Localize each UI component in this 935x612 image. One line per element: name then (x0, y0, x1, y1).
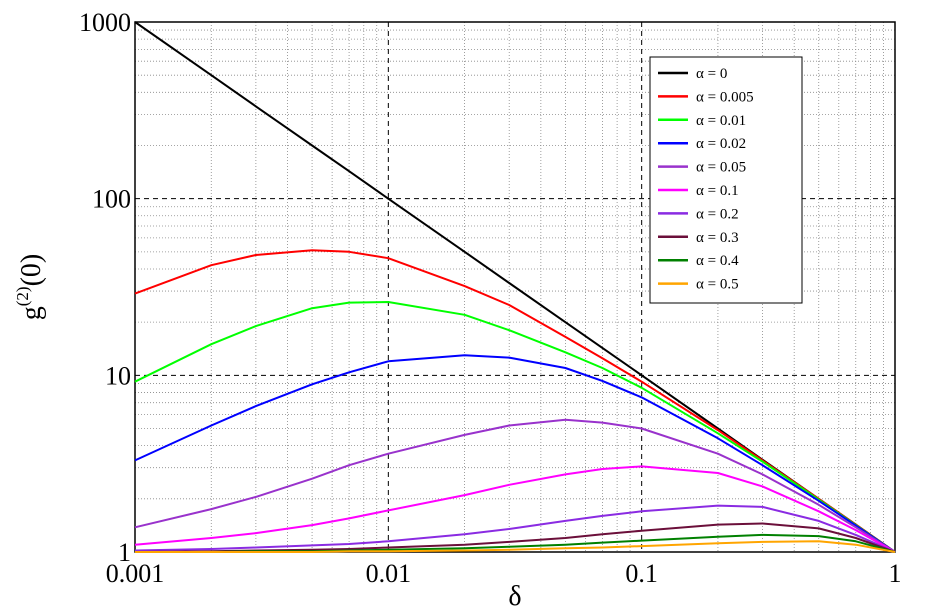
series-line-5 (134, 465, 896, 553)
legend-label-4: α = 0.05 (696, 160, 746, 176)
y-axis-ticks: 1 10 100 1000 (79, 8, 131, 567)
plot-frame (134, 21, 896, 553)
y-axis-label-superscript: (2) (13, 286, 32, 306)
legend-box (649, 56, 803, 304)
y-tick-label: 1 (118, 538, 131, 567)
series-lines (134, 21, 896, 553)
series-line-3 (134, 354, 896, 553)
series-line-4 (134, 418, 896, 553)
x-tick-label: 0.1 (625, 559, 658, 588)
y-tick-label: 100 (92, 185, 131, 214)
legend-label-6: α = 0.2 (696, 206, 739, 222)
x-axis-ticks: 0.001 0.01 0.1 1 (106, 559, 902, 588)
legend-label-5: α = 0.1 (696, 183, 739, 199)
x-tick-label: 0.01 (366, 559, 412, 588)
legend-label-7: α = 0.3 (696, 230, 739, 246)
legend: α = 0 α = 0.005 α = 0.01 α = 0.02 α = 0.05 α … (649, 56, 803, 304)
series-line-7 (134, 522, 896, 553)
y-tick-label: 10 (105, 361, 131, 390)
y-axis-label-main: g (16, 306, 47, 320)
y-axis-label: g(2)(0) (13, 254, 47, 320)
series-line-9 (135, 540, 896, 553)
x-axis-label: δ (508, 581, 521, 612)
legend-label-3: α = 0.02 (696, 136, 746, 152)
series-line-6 (134, 504, 896, 553)
legend-label-9: α = 0.5 (696, 277, 739, 293)
y-tick-label: 1000 (79, 8, 131, 37)
legend-label-8: α = 0.4 (696, 253, 739, 269)
x-tick-label: 0.001 (106, 559, 165, 588)
legend-label-0: α = 0 (696, 66, 727, 82)
legend-label-2: α = 0.01 (696, 113, 746, 129)
legend-label-1: α = 0.005 (696, 89, 754, 105)
y-axis-label-rest: (0) (16, 254, 47, 287)
x-tick-label: 1 (889, 559, 902, 588)
series-line-2 (134, 301, 896, 553)
